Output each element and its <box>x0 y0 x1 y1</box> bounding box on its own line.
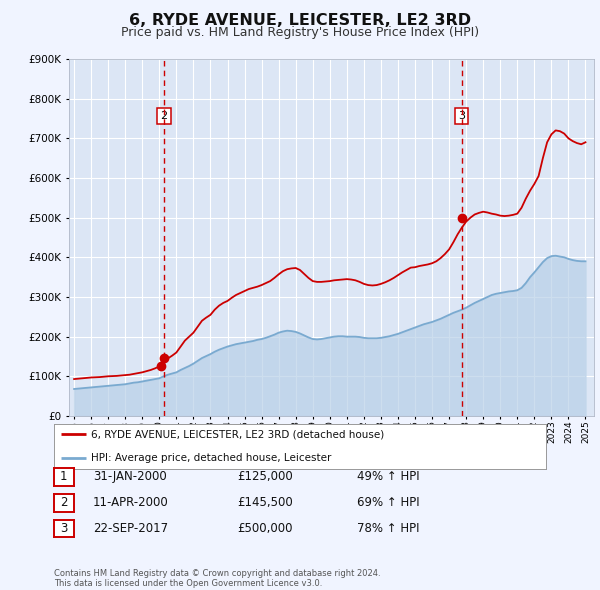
Text: 11-APR-2000: 11-APR-2000 <box>93 496 169 509</box>
Text: Contains HM Land Registry data © Crown copyright and database right 2024.
This d: Contains HM Land Registry data © Crown c… <box>54 569 380 588</box>
Text: 49% ↑ HPI: 49% ↑ HPI <box>357 470 419 483</box>
Text: HPI: Average price, detached house, Leicester: HPI: Average price, detached house, Leic… <box>91 453 331 463</box>
Text: 3: 3 <box>60 522 68 535</box>
Text: 6, RYDE AVENUE, LEICESTER, LE2 3RD (detached house): 6, RYDE AVENUE, LEICESTER, LE2 3RD (deta… <box>91 429 384 439</box>
Text: 69% ↑ HPI: 69% ↑ HPI <box>357 496 419 509</box>
Text: 3: 3 <box>458 111 465 121</box>
Text: £500,000: £500,000 <box>237 522 293 535</box>
Text: 2: 2 <box>161 111 168 121</box>
Text: 1: 1 <box>60 470 68 483</box>
Text: £145,500: £145,500 <box>237 496 293 509</box>
Text: 2: 2 <box>60 496 68 509</box>
Text: 31-JAN-2000: 31-JAN-2000 <box>93 470 167 483</box>
Text: £125,000: £125,000 <box>237 470 293 483</box>
Text: 6, RYDE AVENUE, LEICESTER, LE2 3RD: 6, RYDE AVENUE, LEICESTER, LE2 3RD <box>129 13 471 28</box>
Text: 78% ↑ HPI: 78% ↑ HPI <box>357 522 419 535</box>
Text: Price paid vs. HM Land Registry's House Price Index (HPI): Price paid vs. HM Land Registry's House … <box>121 26 479 39</box>
Text: 22-SEP-2017: 22-SEP-2017 <box>93 522 168 535</box>
